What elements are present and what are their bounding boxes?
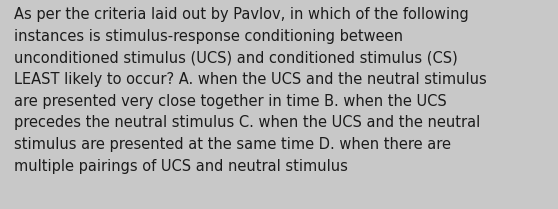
- Text: As per the criteria laid out by Pavlov, in which of the following
instances is s: As per the criteria laid out by Pavlov, …: [14, 7, 487, 173]
